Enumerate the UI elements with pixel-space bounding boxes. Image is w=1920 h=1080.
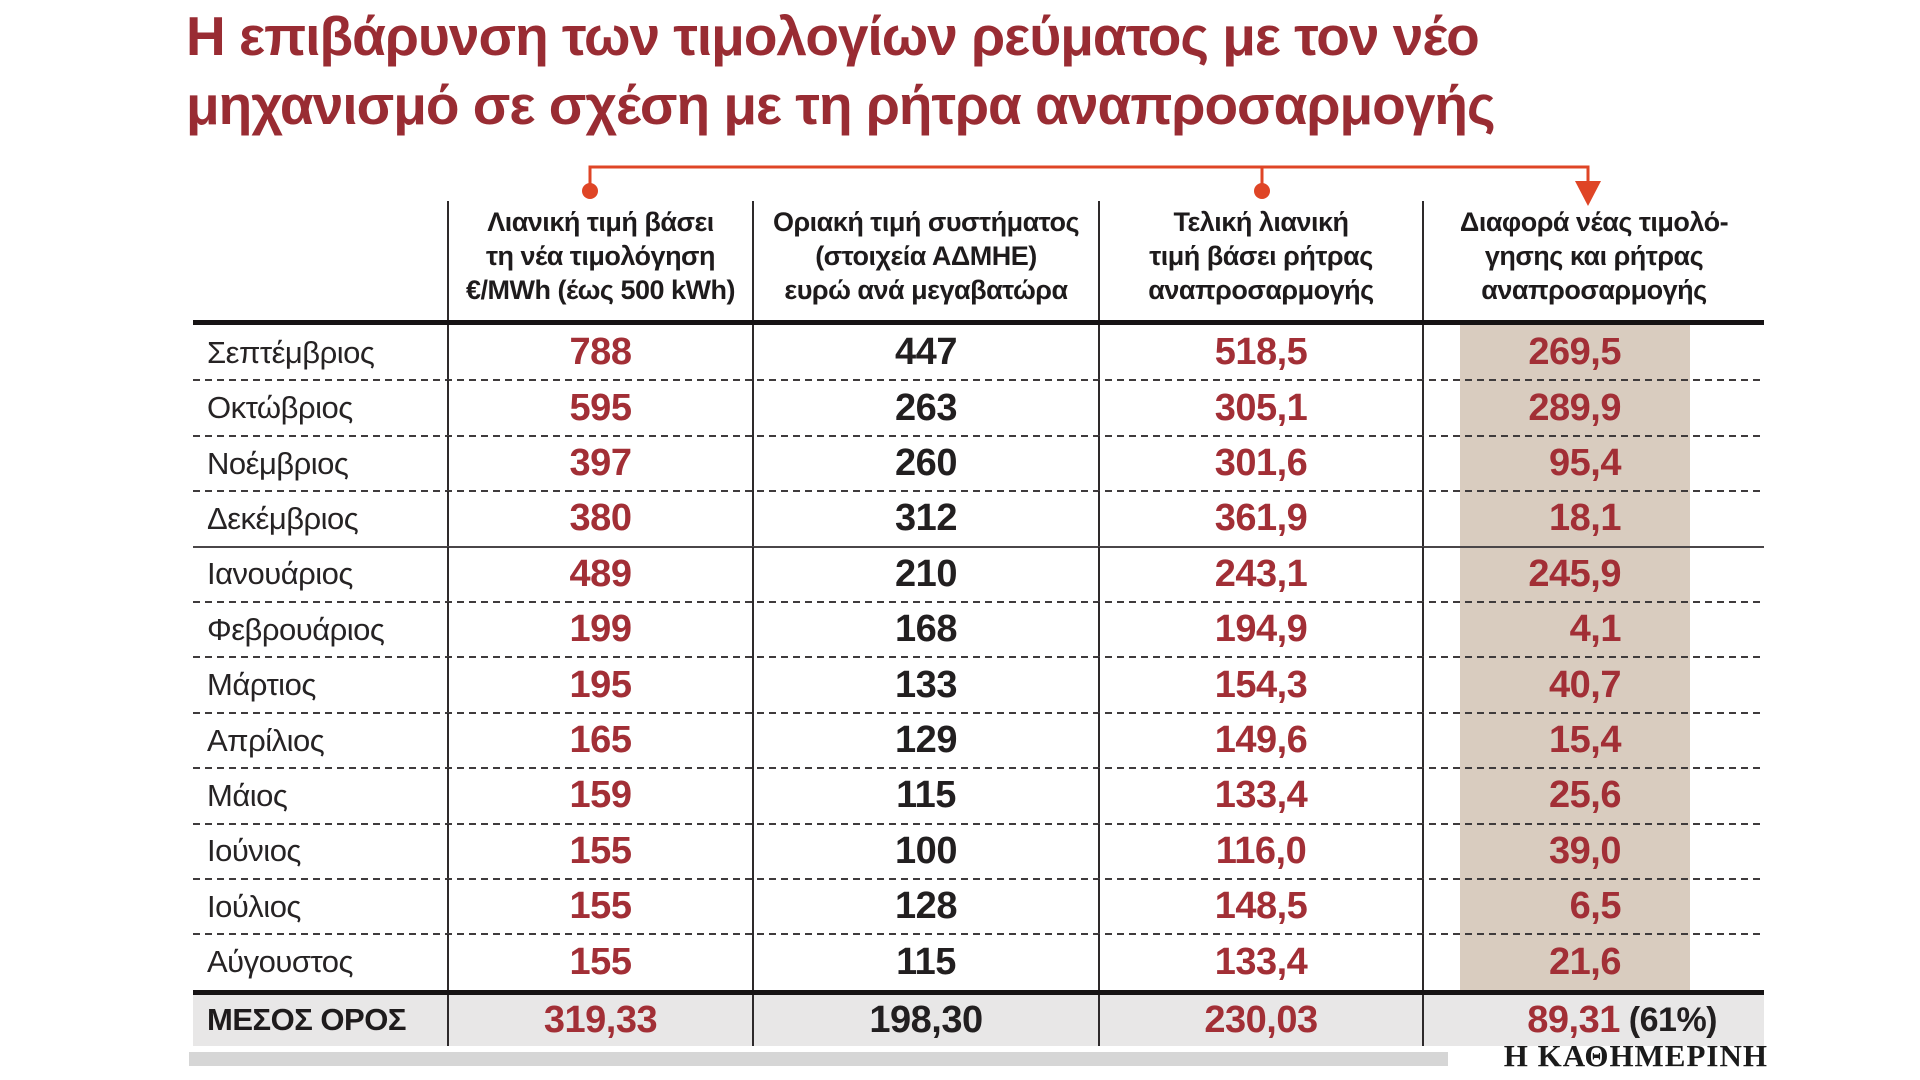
smp-value: 115 (752, 934, 1098, 990)
table-row: Δεκέμβριος 380 312 361,9 18,1 (193, 491, 1764, 549)
average-difference-percent: (61%) (1619, 1000, 1718, 1039)
smp-value: 210 (752, 546, 1098, 603)
new-tariff-value: 380 (447, 491, 752, 547)
clause-price-value: 133,4 (1098, 934, 1422, 990)
average-clause-price: 230,03 (1098, 994, 1422, 1046)
header-difference: Διαφορά νέας τιμολό- γησης και ρήτρας αν… (1422, 201, 1764, 320)
month-label: Ιούλιος (207, 888, 301, 924)
difference-value: 6,5 (1422, 879, 1764, 935)
month-label: Ιούνιος (207, 833, 301, 869)
difference-value: 25,6 (1422, 768, 1764, 824)
table-row: Οκτώβριος 595 263 305,1 289,9 (193, 380, 1764, 438)
table-row: Μάιος 159 115 133,4 25,6 (193, 768, 1764, 826)
new-tariff-value: 195 (447, 657, 752, 713)
clause-price-value: 149,6 (1098, 712, 1422, 769)
average-difference: 89,31 (61%) (1422, 994, 1764, 1046)
smp-value: 168 (752, 602, 1098, 658)
smp-value: 447 (752, 325, 1098, 381)
difference-value: 39,0 (1422, 823, 1764, 880)
callout-dot-clause-price-icon (1254, 183, 1270, 199)
average-difference-value: 89,31 (1527, 998, 1620, 1041)
table-row: Αύγουστος 155 115 133,4 21,6 (193, 934, 1764, 990)
smp-value: 260 (752, 435, 1098, 492)
month-label: Μάιος (207, 777, 288, 813)
difference-value: 21,6 (1422, 934, 1764, 990)
header-smp: Οριακή τιμή συστήματος (στοιχεία ΑΔΜΗΕ) … (752, 201, 1098, 320)
new-tariff-value: 397 (447, 435, 752, 492)
clause-price-value: 154,3 (1098, 657, 1422, 713)
month-label: Σεπτέμβριος (207, 334, 375, 370)
month-label: Αύγουστος (207, 944, 353, 980)
month-label: Νοέμβριος (207, 445, 349, 481)
average-smp: 198,30 (752, 994, 1098, 1046)
header-clause-price: Τελική λιανική τιμή βάσει ρήτρας αναπροσ… (1098, 201, 1422, 320)
difference-value: 40,7 (1422, 657, 1764, 713)
new-tariff-value: 155 (447, 934, 752, 990)
header-new-tariff: Λιανική τιμή βάσει τη νέα τιμολόγηση €/M… (447, 201, 752, 320)
month-label: Μάρτιος (207, 667, 316, 703)
smp-value: 312 (752, 491, 1098, 547)
smp-value: 263 (752, 380, 1098, 436)
tariff-table: Λιανική τιμή βάσει τη νέα τιμολόγηση €/M… (193, 201, 1764, 1046)
clause-price-value: 518,5 (1098, 325, 1422, 381)
new-tariff-value: 165 (447, 712, 752, 769)
clause-price-value: 361,9 (1098, 491, 1422, 547)
new-tariff-value: 788 (447, 325, 752, 381)
page-title: Η επιβάρυνση των τιμολογίων ρεύματος με … (186, 2, 1806, 140)
bracket-line (588, 165, 1590, 186)
title-line-1: Η επιβάρυνση των τιμολογίων ρεύματος με … (186, 5, 1480, 67)
difference-value: 245,9 (1422, 546, 1764, 603)
new-tariff-value: 489 (447, 546, 752, 603)
smp-value: 128 (752, 879, 1098, 935)
table-row: Νοέμβριος 397 260 301,6 95,4 (193, 435, 1764, 493)
new-tariff-value: 155 (447, 823, 752, 880)
clause-price-value: 133,4 (1098, 768, 1422, 824)
month-label: Φεβρουάριος (207, 611, 385, 647)
header-month-column (193, 201, 447, 320)
smp-value: 115 (752, 768, 1098, 824)
month-label: Δεκέμβριος (207, 500, 359, 536)
new-tariff-value: 595 (447, 380, 752, 436)
smp-value: 129 (752, 712, 1098, 769)
table-row: Ιανουάριος 489 210 243,1 245,9 (193, 546, 1764, 604)
difference-value: 269,5 (1422, 325, 1764, 381)
new-tariff-value: 155 (447, 879, 752, 935)
table-row: Ιούλιος 155 128 148,5 6,5 (193, 879, 1764, 936)
month-label: Ιανουάριος (207, 556, 353, 592)
title-line-2: μηχανισμό σε σχέση με τη ρήτρα αναπροσαρ… (186, 74, 1496, 136)
footer-divider-bar (189, 1052, 1448, 1066)
clause-price-value: 194,9 (1098, 602, 1422, 658)
average-row: ΜΕΣΟΣ ΟΡΟΣ 319,33 198,30 230,03 89,31 (6… (193, 989, 1764, 1046)
difference-value: 15,4 (1422, 712, 1764, 769)
table-row: Σεπτέμβριος 788 447 518,5 269,5 (193, 325, 1764, 382)
table-row: Ιούνιος 155 100 116,0 39,0 (193, 823, 1764, 881)
month-label: Απρίλιος (207, 722, 325, 758)
table-row: Απρίλιος 165 129 149,6 15,4 (193, 712, 1764, 770)
difference-value: 18,1 (1422, 491, 1764, 547)
clause-price-value: 148,5 (1098, 879, 1422, 935)
table-body: Σεπτέμβριος 788 447 518,5 269,5 Οκτώβριο… (193, 325, 1764, 990)
average-new-tariff: 319,33 (447, 994, 752, 1046)
callout-dot-new-pricing-icon (582, 183, 598, 199)
difference-value: 289,9 (1422, 380, 1764, 436)
month-label: Οκτώβριος (207, 390, 353, 426)
source-logo: Η ΚΑΘΗΜΕΡΙΝΗ (1503, 1038, 1768, 1073)
table-row: Φεβρουάριος 199 168 194,9 4,1 (193, 602, 1764, 659)
difference-value: 95,4 (1422, 435, 1764, 492)
new-tariff-value: 159 (447, 768, 752, 824)
clause-price-value: 116,0 (1098, 823, 1422, 880)
smp-value: 100 (752, 823, 1098, 880)
table-row: Μάρτιος 195 133 154,3 40,7 (193, 657, 1764, 715)
difference-value: 4,1 (1422, 602, 1764, 658)
table-header-row: Λιανική τιμή βάσει τη νέα τιμολόγηση €/M… (193, 201, 1764, 325)
smp-value: 133 (752, 657, 1098, 713)
new-tariff-value: 199 (447, 602, 752, 658)
average-label: ΜΕΣΟΣ ΟΡΟΣ (207, 1002, 406, 1038)
clause-price-value: 305,1 (1098, 380, 1422, 436)
clause-price-value: 243,1 (1098, 546, 1422, 603)
clause-price-value: 301,6 (1098, 435, 1422, 492)
